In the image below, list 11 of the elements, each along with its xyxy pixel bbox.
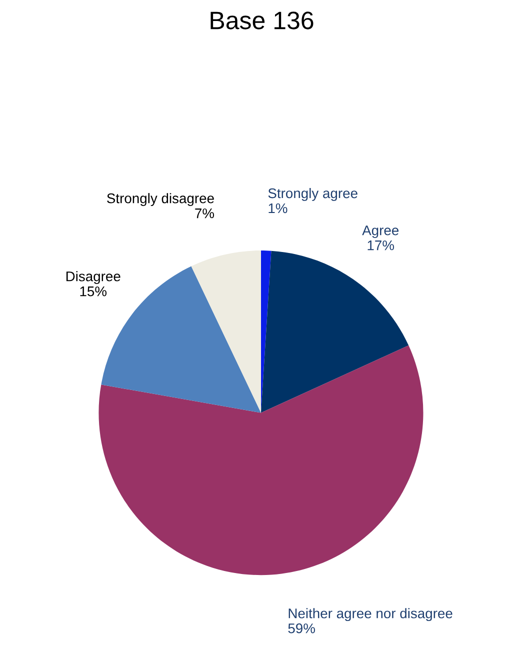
slice-label: Strongly disagree [107, 193, 214, 206]
slice-label: Neither agree nor disagree [288, 608, 452, 622]
data-label: 7% [195, 208, 214, 218]
data-label: 17% [368, 240, 394, 250]
slice-label: Disagree [66, 271, 120, 284]
data-label: 15% [80, 286, 107, 296]
chart-title: Base 136 [210, 12, 314, 30]
data-label: 59% [288, 623, 315, 634]
slice-label: Agree [362, 226, 399, 238]
slice-label: Strongly agree [268, 188, 358, 201]
data-label: 1% [268, 203, 288, 214]
